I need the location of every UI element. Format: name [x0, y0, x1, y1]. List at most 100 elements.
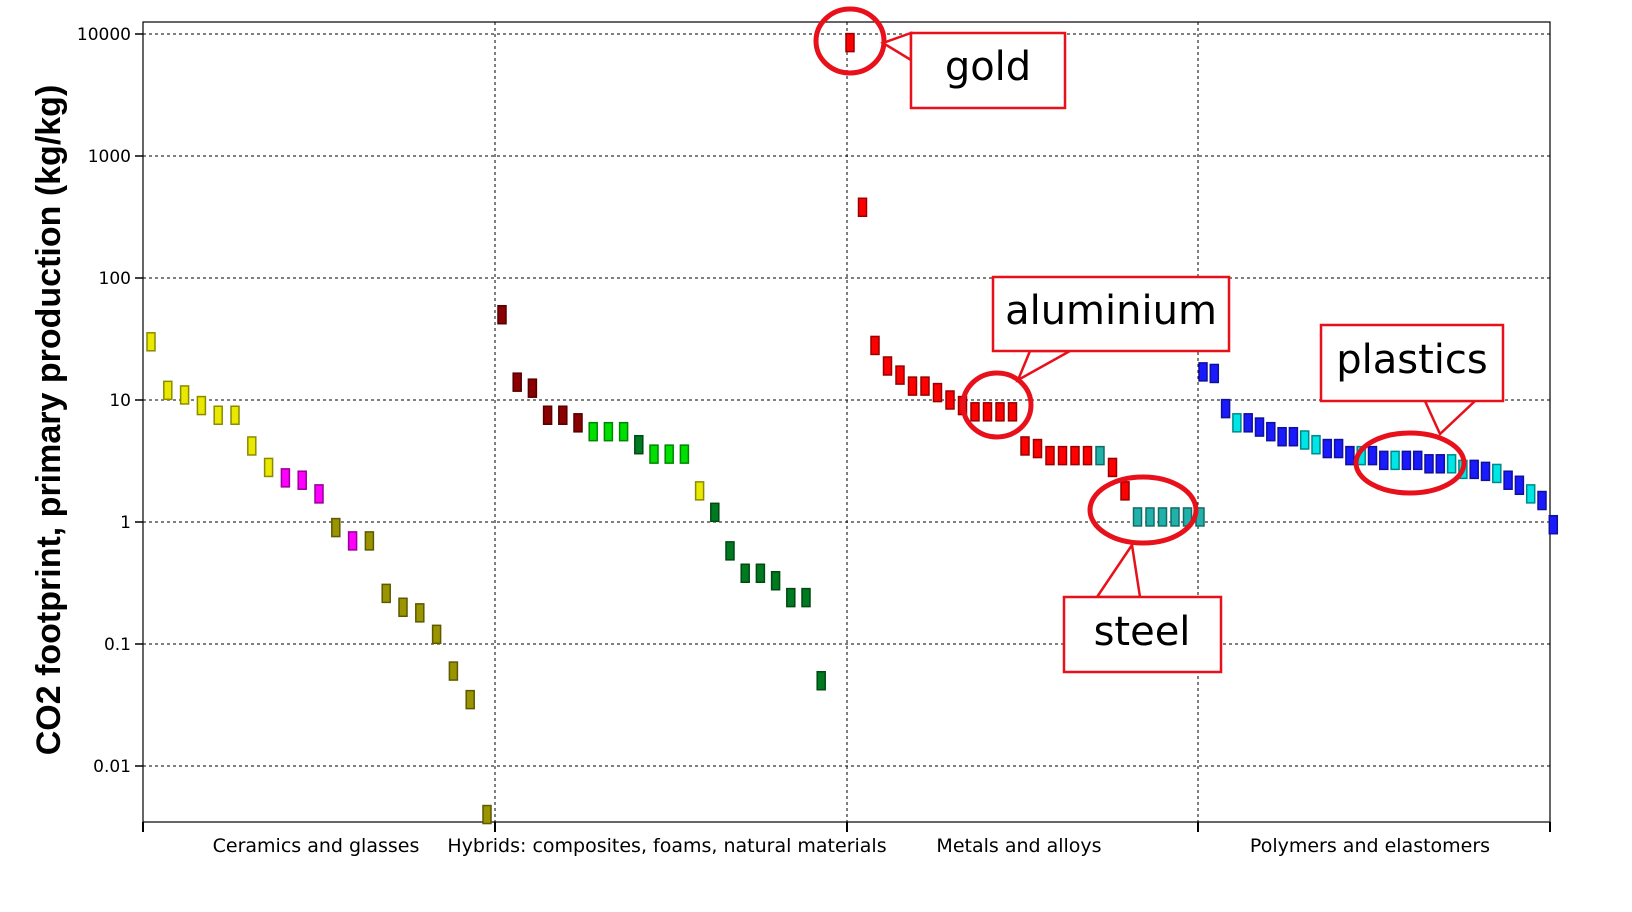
- data-marker: [527, 378, 538, 398]
- y-tick-label: 100: [99, 269, 131, 289]
- category-label: Hybrids: composites, foams, natural mate…: [447, 835, 886, 857]
- data-marker: [1045, 445, 1055, 466]
- data-marker: [970, 402, 980, 422]
- y-tick-label: 0.1: [104, 635, 131, 655]
- y-tick-label: 1: [120, 513, 131, 533]
- data-marker: [725, 541, 735, 561]
- data-marker: [1198, 362, 1208, 382]
- data-marker: [1007, 402, 1018, 422]
- data-marker: [679, 444, 690, 464]
- data-marker: [482, 804, 492, 825]
- data-marker: [801, 587, 811, 608]
- data-marker: [1492, 463, 1502, 484]
- data-marker: [816, 670, 826, 691]
- data-marker: [1469, 459, 1479, 480]
- data-marker: [213, 405, 223, 425]
- callout-label-aluminium: aluminium: [1005, 288, 1217, 334]
- data-marker: [542, 405, 553, 425]
- data-marker: [1220, 398, 1231, 419]
- callout-circle: [813, 6, 887, 76]
- data-marker: [786, 587, 796, 608]
- data-marker: [694, 481, 705, 501]
- callout-label-gold: gold: [945, 44, 1031, 90]
- data-marker: [1232, 413, 1242, 433]
- annotations: gold aluminium steel plastics: [813, 6, 1505, 674]
- callout-label-steel: steel: [1094, 609, 1191, 655]
- category-label: Polymers and elastomers: [1250, 835, 1490, 857]
- data-marker: [1095, 445, 1105, 466]
- data-marker: [1082, 445, 1093, 466]
- data-marker: [1333, 438, 1344, 459]
- data-marker: [1390, 450, 1400, 471]
- data-marker: [649, 444, 659, 464]
- data-marker: [857, 197, 868, 218]
- data-marker: [1322, 438, 1333, 459]
- data-marker: [907, 376, 918, 396]
- callout-box: [909, 31, 1067, 110]
- data-marker: [1299, 430, 1310, 450]
- data-marker: [845, 32, 855, 53]
- callout-box: [991, 275, 1231, 353]
- data-marker: [634, 434, 644, 455]
- data-marker: [882, 356, 893, 376]
- data-marker: [1435, 454, 1446, 474]
- category-label: Metals and alloys: [936, 835, 1101, 857]
- data-marker: [381, 583, 391, 604]
- data-marker: [1345, 445, 1355, 466]
- y-tick-label: 10000: [77, 25, 131, 45]
- data-marker: [1401, 450, 1412, 471]
- data-marker: [247, 436, 257, 456]
- data-marker: [1070, 445, 1080, 466]
- data-marker: [465, 689, 475, 710]
- data-marker: [1032, 438, 1043, 459]
- data-marker: [179, 385, 190, 405]
- data-marker: [1424, 454, 1434, 474]
- data-marker: [1288, 426, 1299, 447]
- data-marker: [314, 484, 324, 504]
- callout-circle: [960, 370, 1034, 440]
- data-marker: [1132, 507, 1143, 527]
- data-marker: [1446, 454, 1457, 474]
- data-marker: [196, 395, 207, 416]
- callout-label-plastics: plastics: [1336, 337, 1487, 383]
- data-marker: [1170, 507, 1180, 527]
- data-marker: [1548, 514, 1559, 535]
- callout-circle: [1087, 474, 1199, 546]
- data-marker: [347, 531, 358, 551]
- data-marker: [1379, 450, 1389, 471]
- data-marker: [895, 365, 905, 385]
- data-marker: [280, 468, 291, 488]
- data-marker: [710, 502, 720, 523]
- data-marker: [1367, 445, 1378, 466]
- data-marker: [1311, 434, 1321, 455]
- y-tick-label: 10: [109, 391, 131, 411]
- category-label: Ceramics and glasses: [213, 835, 420, 857]
- data-marker: [512, 372, 522, 392]
- data-marker: [920, 376, 930, 396]
- data-marker: [618, 421, 629, 442]
- data-marker: [945, 390, 955, 410]
- data-marker: [870, 335, 880, 356]
- data-marker: [1120, 481, 1130, 501]
- data-marker: [364, 531, 375, 551]
- grid-lines: [143, 22, 1550, 822]
- data-marker: [603, 421, 614, 442]
- data-marker: [1157, 507, 1168, 527]
- data-marker: [1209, 363, 1220, 384]
- data-marker: [415, 603, 425, 623]
- data-marker: [755, 563, 766, 584]
- data-marker: [1254, 417, 1265, 437]
- axes: [135, 21, 1551, 832]
- data-marker: [932, 382, 943, 403]
- data-marker: [1057, 445, 1068, 466]
- data-marker: [1514, 475, 1525, 496]
- data-marker: [1537, 490, 1547, 511]
- data-marker: [1525, 484, 1536, 504]
- callout-box: [1319, 323, 1505, 403]
- y-tick-label: 1000: [88, 147, 131, 167]
- callout-circle: [1353, 430, 1467, 496]
- data-marker: [1412, 450, 1423, 471]
- data-marker: [995, 402, 1005, 422]
- data-marker: [431, 624, 442, 645]
